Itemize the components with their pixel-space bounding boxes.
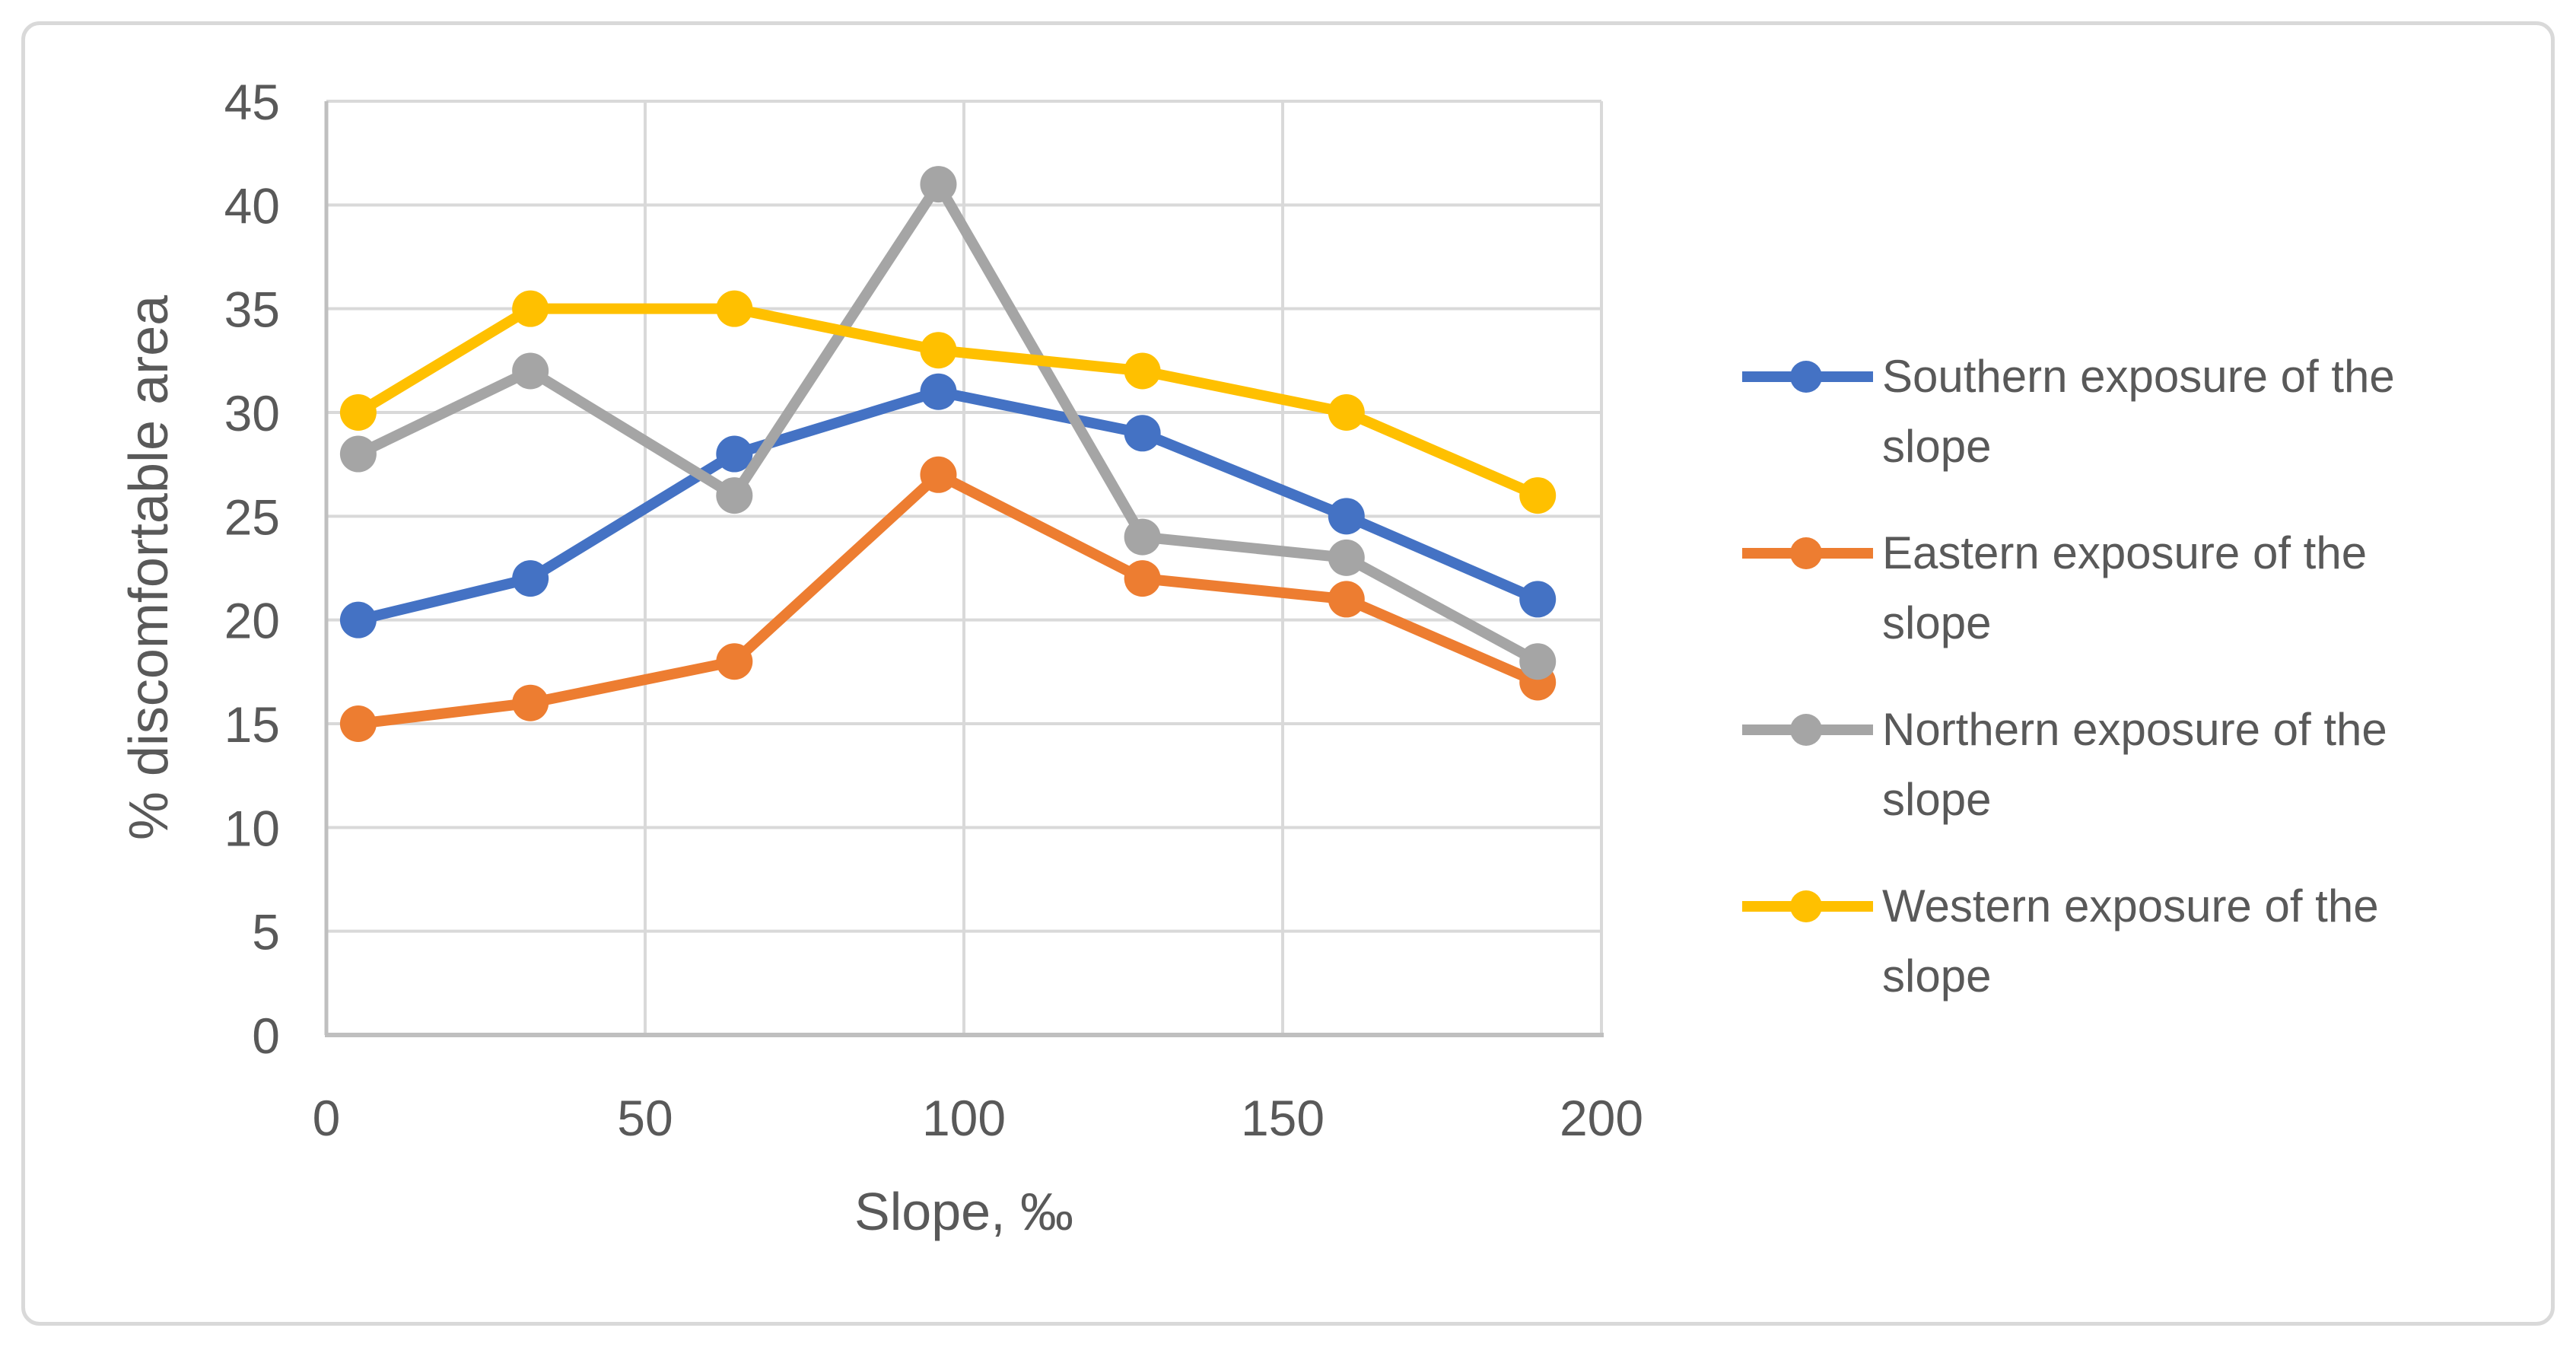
y-tick-label: 30: [224, 385, 280, 441]
chart-border: [21, 21, 2555, 1326]
data-point-western: [1519, 477, 1557, 514]
legend-item-western: Western exposure of the slope: [1742, 871, 2379, 1011]
data-point-northern: [1124, 518, 1161, 556]
data-point-northern: [339, 435, 377, 473]
data-point-northern: [920, 166, 957, 203]
y-tick-label: 35: [224, 282, 280, 338]
data-point-western: [716, 290, 753, 327]
data-point-northern: [1328, 539, 1365, 576]
x-tick-label: 50: [617, 1090, 673, 1146]
data-point-northern: [716, 477, 753, 514]
legend-marker-southern: [1742, 361, 1873, 393]
data-point-southern: [920, 373, 957, 410]
data-point-eastern: [512, 684, 549, 721]
x-tick-label: 0: [313, 1090, 341, 1146]
y-tick-label: 5: [252, 904, 280, 960]
data-point-eastern: [1124, 560, 1161, 597]
legend-marker-western: [1742, 890, 1873, 922]
data-point-eastern: [920, 456, 957, 493]
data-point-southern: [512, 560, 549, 597]
legend-marker-northern: [1742, 714, 1873, 746]
legend-marker-eastern: [1742, 537, 1873, 569]
legend-label-northern: Northern exposure of the slope: [1882, 704, 2387, 825]
data-point-eastern: [1328, 581, 1365, 618]
data-point-northern: [512, 352, 549, 390]
legend-label-eastern: Eastern exposure of the slope: [1882, 527, 2368, 648]
data-point-northern: [1519, 643, 1557, 680]
legend-item-southern: Southern exposure of the slope: [1742, 342, 2395, 482]
data-point-southern: [1519, 581, 1557, 618]
legend-label-southern: Southern exposure of the slope: [1882, 351, 2395, 472]
legend-item-northern: Northern exposure of the slope: [1742, 695, 2387, 835]
data-point-southern: [1328, 498, 1365, 535]
y-tick-label: 15: [224, 696, 280, 753]
data-point-western: [920, 332, 957, 369]
y-tick-label: 10: [224, 800, 280, 856]
data-point-eastern: [339, 705, 377, 742]
x-tick-label: 100: [922, 1090, 1006, 1146]
y-axis-title: % discomfortable area: [119, 295, 180, 841]
legend-label-western: Western exposure of the slope: [1882, 880, 2379, 1001]
y-tick-label: 0: [252, 1008, 280, 1064]
y-tick-label: 20: [224, 593, 280, 649]
y-tick-label: 25: [224, 489, 280, 545]
y-tick-label: 40: [224, 177, 280, 234]
data-point-southern: [716, 435, 753, 473]
data-point-western: [339, 394, 377, 431]
data-point-southern: [1124, 415, 1161, 452]
x-tick-label: 150: [1241, 1090, 1325, 1146]
data-point-western: [1124, 352, 1161, 390]
data-point-western: [512, 290, 549, 327]
data-point-western: [1328, 394, 1365, 431]
x-tick-label: 200: [1560, 1090, 1643, 1146]
data-point-eastern: [716, 643, 753, 680]
y-tick-label: 45: [224, 74, 280, 130]
legend-item-eastern: Eastern exposure of the slope: [1742, 518, 2367, 658]
x-axis-title: Slope, ‰: [854, 1182, 1073, 1241]
data-point-southern: [339, 601, 377, 638]
